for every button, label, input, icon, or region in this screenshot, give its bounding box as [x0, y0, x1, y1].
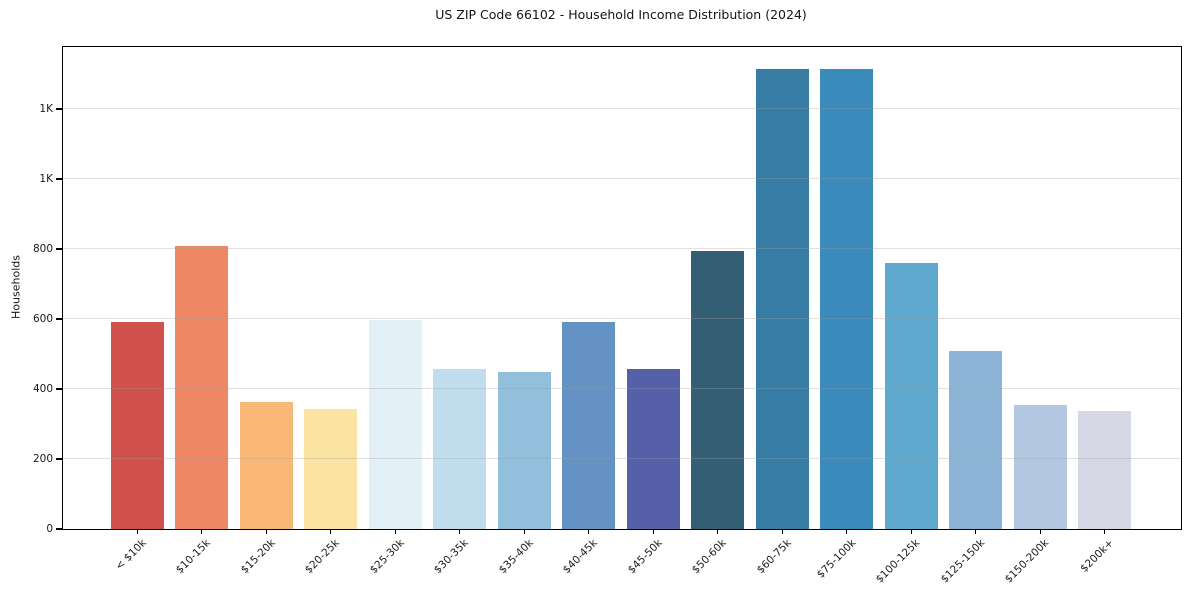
x-tick-mark: [1039, 529, 1041, 534]
x-tick-label: $200k+: [1078, 537, 1116, 575]
x-tick-mark: [1104, 529, 1106, 534]
x-tick-label: $35-40k: [496, 537, 536, 577]
bar-14: [949, 350, 1002, 529]
bar-4: [304, 408, 357, 529]
y-tick-label: 400: [32, 382, 53, 395]
bar-10: [691, 251, 744, 529]
bar-1: [110, 321, 164, 529]
gridline: [63, 248, 1181, 250]
y-tick-mark: [56, 248, 62, 250]
x-tick-mark: [265, 529, 267, 534]
bar-15: [1013, 405, 1067, 529]
x-tick-mark: [910, 529, 912, 534]
x-tick-mark: [846, 529, 848, 534]
gridline: [63, 388, 1181, 390]
bar-13: [884, 262, 938, 529]
y-tick-label: 200: [32, 452, 53, 465]
bar-9: [626, 369, 680, 529]
x-tick-mark: [459, 529, 461, 534]
bar-11: [755, 69, 809, 529]
x-tick-label: $60-75k: [754, 537, 794, 577]
x-tick-label: $125-150k: [938, 537, 987, 586]
x-tick-label: $15-20k: [238, 537, 278, 577]
y-tick-mark: [56, 528, 62, 530]
gridline: [63, 108, 1181, 110]
x-tick-mark: [717, 529, 719, 534]
x-tick-label: < $10k: [112, 537, 149, 573]
x-tick-mark: [394, 529, 396, 534]
y-tick-label: 800: [32, 242, 53, 255]
x-tick-mark: [330, 529, 332, 534]
x-tick-mark: [588, 529, 590, 534]
x-tick-label: $30-35k: [431, 537, 471, 577]
x-tick-label: $100-125k: [873, 537, 923, 586]
bar-2: [175, 246, 228, 529]
bar-16: [1078, 411, 1131, 529]
x-tick-mark: [201, 529, 203, 534]
x-tick-label: $20-25k: [302, 537, 342, 577]
y-tick-label: 1K: [39, 172, 53, 185]
x-tick-label: $150-200k: [1002, 537, 1052, 586]
bar-3: [239, 401, 293, 529]
gridline: [63, 178, 1181, 180]
bar-7: [497, 371, 551, 529]
gridline: [63, 318, 1181, 320]
plot-area: < $10k $10-15k $15-20k $20-25k $25-30k $30-35…: [33, 46, 1182, 586]
x-tick-mark: [523, 529, 525, 534]
y-tick-mark: [56, 108, 62, 110]
x-tick-label: $45-50k: [625, 537, 665, 577]
x-tick-label: $25-30k: [367, 537, 407, 577]
x-tick-label: $50-60k: [689, 537, 729, 577]
bar-8: [562, 321, 615, 529]
x-tick-label: $75-100k: [814, 537, 858, 581]
x-tick-label: $10-15k: [173, 537, 213, 577]
gridline: [63, 458, 1181, 460]
chart-title: US ZIP Code 66102 - Household Income Dis…: [435, 7, 807, 22]
bar-12: [820, 69, 873, 529]
y-axis-label: Households: [9, 255, 23, 319]
y-tick-label: 1K: [39, 102, 53, 115]
x-tick-mark: [136, 529, 138, 534]
x-tick-mark: [652, 529, 654, 534]
y-tick-mark: [56, 388, 62, 390]
y-tick-mark: [56, 318, 62, 320]
x-tick-mark: [975, 529, 977, 534]
y-tick-mark: [56, 178, 62, 180]
x-tick-mark: [781, 529, 783, 534]
bar-6: [433, 369, 486, 529]
bar-5: [368, 320, 422, 529]
y-tick-label: 600: [32, 312, 53, 325]
x-tick-label: $40-45k: [560, 537, 600, 577]
y-tick-mark: [56, 458, 62, 460]
y-tick-label: 0: [46, 523, 53, 535]
